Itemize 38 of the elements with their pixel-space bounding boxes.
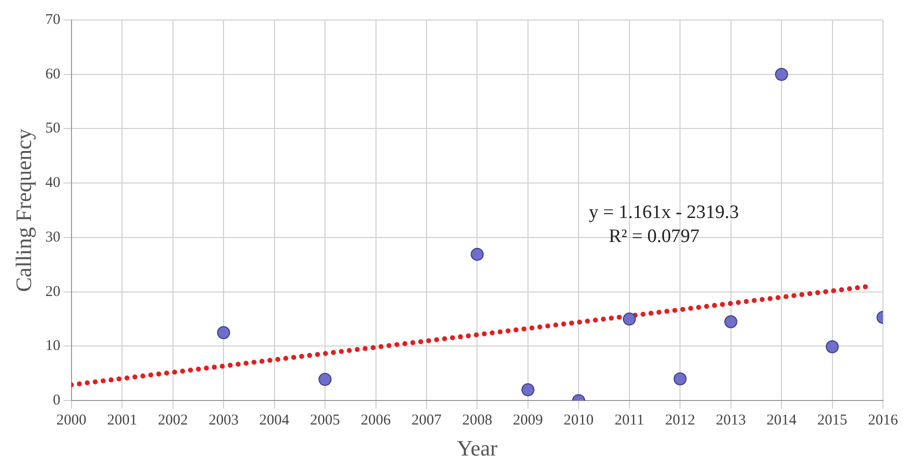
x-tick-label: 2006 bbox=[360, 412, 392, 429]
y-tick-label: 40 bbox=[45, 175, 60, 192]
x-tick-label: 2010 bbox=[564, 412, 594, 429]
x-tick-label: 2003 bbox=[208, 412, 239, 429]
x-tick-label: 2008 bbox=[462, 412, 492, 429]
x-tick-label: 2013 bbox=[716, 412, 746, 429]
annotation: R² = 0.0797 bbox=[608, 226, 700, 247]
x-axis-title: Year bbox=[456, 436, 498, 461]
x-tick-label: 2015 bbox=[817, 412, 848, 429]
y-tick-label: 20 bbox=[45, 284, 60, 300]
y-tick-label: 60 bbox=[45, 66, 60, 82]
x-tick-label: 2007 bbox=[411, 412, 442, 429]
y-axis-title: Calling Frequency bbox=[10, 128, 36, 292]
x-tick-label: 2004 bbox=[259, 412, 290, 429]
y-tick-label: 30 bbox=[45, 229, 60, 246]
point bbox=[217, 326, 230, 340]
y-tick-label: 50 bbox=[45, 120, 60, 137]
x-tick-label: 2014 bbox=[766, 412, 798, 429]
point bbox=[622, 312, 636, 326]
x-tick-label: 2009 bbox=[512, 412, 543, 429]
point bbox=[470, 248, 484, 261]
x-tick-label: 2005 bbox=[310, 412, 340, 429]
point bbox=[521, 383, 534, 396]
point bbox=[826, 340, 839, 354]
point bbox=[674, 372, 687, 386]
x-tick-label: 2000 bbox=[56, 412, 86, 429]
x-tick-label: 2002 bbox=[158, 412, 188, 429]
point bbox=[775, 68, 788, 81]
x-tick-label: 2016 bbox=[868, 412, 898, 429]
x-tick-label: 2001 bbox=[107, 412, 138, 429]
y-tick-label: 70 bbox=[45, 12, 60, 28]
point bbox=[724, 315, 738, 328]
y-tick-label: 10 bbox=[45, 338, 60, 354]
annotation: y = 1.161x - 2319.3 bbox=[588, 202, 739, 223]
y-tick-label: 0 bbox=[52, 392, 60, 409]
x-tick-label: 2011 bbox=[614, 412, 644, 429]
point bbox=[318, 372, 332, 386]
x-tick-label: 2012 bbox=[665, 412, 696, 429]
